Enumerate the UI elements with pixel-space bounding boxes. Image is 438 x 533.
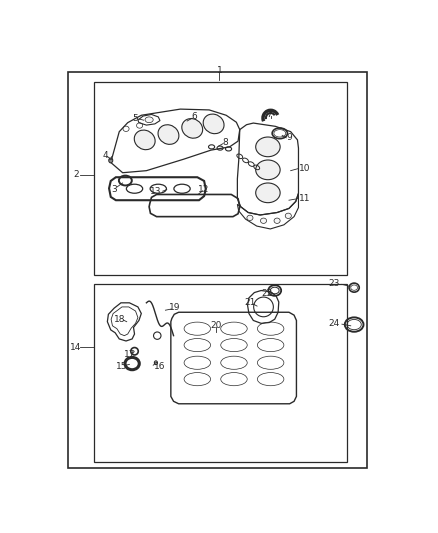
- Ellipse shape: [274, 218, 280, 223]
- Text: 9: 9: [286, 133, 292, 142]
- Polygon shape: [111, 307, 138, 336]
- Text: 3: 3: [111, 184, 117, 193]
- Text: 10: 10: [298, 164, 310, 173]
- Text: 6: 6: [191, 112, 197, 121]
- Text: 14: 14: [70, 343, 81, 352]
- Text: 17: 17: [124, 350, 136, 359]
- Text: 5: 5: [133, 114, 138, 123]
- Text: 11: 11: [298, 194, 310, 203]
- Text: 7: 7: [266, 109, 272, 118]
- Text: 16: 16: [154, 362, 166, 372]
- Text: 1: 1: [216, 66, 222, 75]
- Text: 21: 21: [244, 298, 256, 308]
- Text: 22: 22: [261, 289, 272, 298]
- Text: 13: 13: [150, 187, 162, 196]
- Ellipse shape: [203, 114, 224, 134]
- Text: 8: 8: [223, 138, 228, 147]
- Ellipse shape: [134, 130, 155, 150]
- Ellipse shape: [182, 119, 203, 138]
- Ellipse shape: [247, 215, 253, 221]
- Ellipse shape: [256, 160, 280, 180]
- Text: 19: 19: [169, 303, 180, 312]
- Ellipse shape: [261, 218, 267, 223]
- Ellipse shape: [145, 117, 153, 123]
- Bar: [94, 284, 346, 462]
- Text: 12: 12: [198, 184, 210, 193]
- Ellipse shape: [285, 213, 291, 219]
- Text: 23: 23: [328, 279, 340, 288]
- Text: 20: 20: [211, 321, 222, 330]
- Ellipse shape: [256, 183, 280, 203]
- Ellipse shape: [109, 158, 113, 163]
- Text: 15: 15: [116, 362, 128, 372]
- Text: 18: 18: [113, 314, 125, 324]
- Ellipse shape: [158, 125, 179, 144]
- Text: 4: 4: [102, 150, 108, 159]
- Ellipse shape: [256, 137, 280, 157]
- Bar: [94, 83, 346, 276]
- Text: 2: 2: [73, 170, 78, 179]
- Bar: [68, 72, 367, 468]
- Text: 24: 24: [328, 319, 340, 328]
